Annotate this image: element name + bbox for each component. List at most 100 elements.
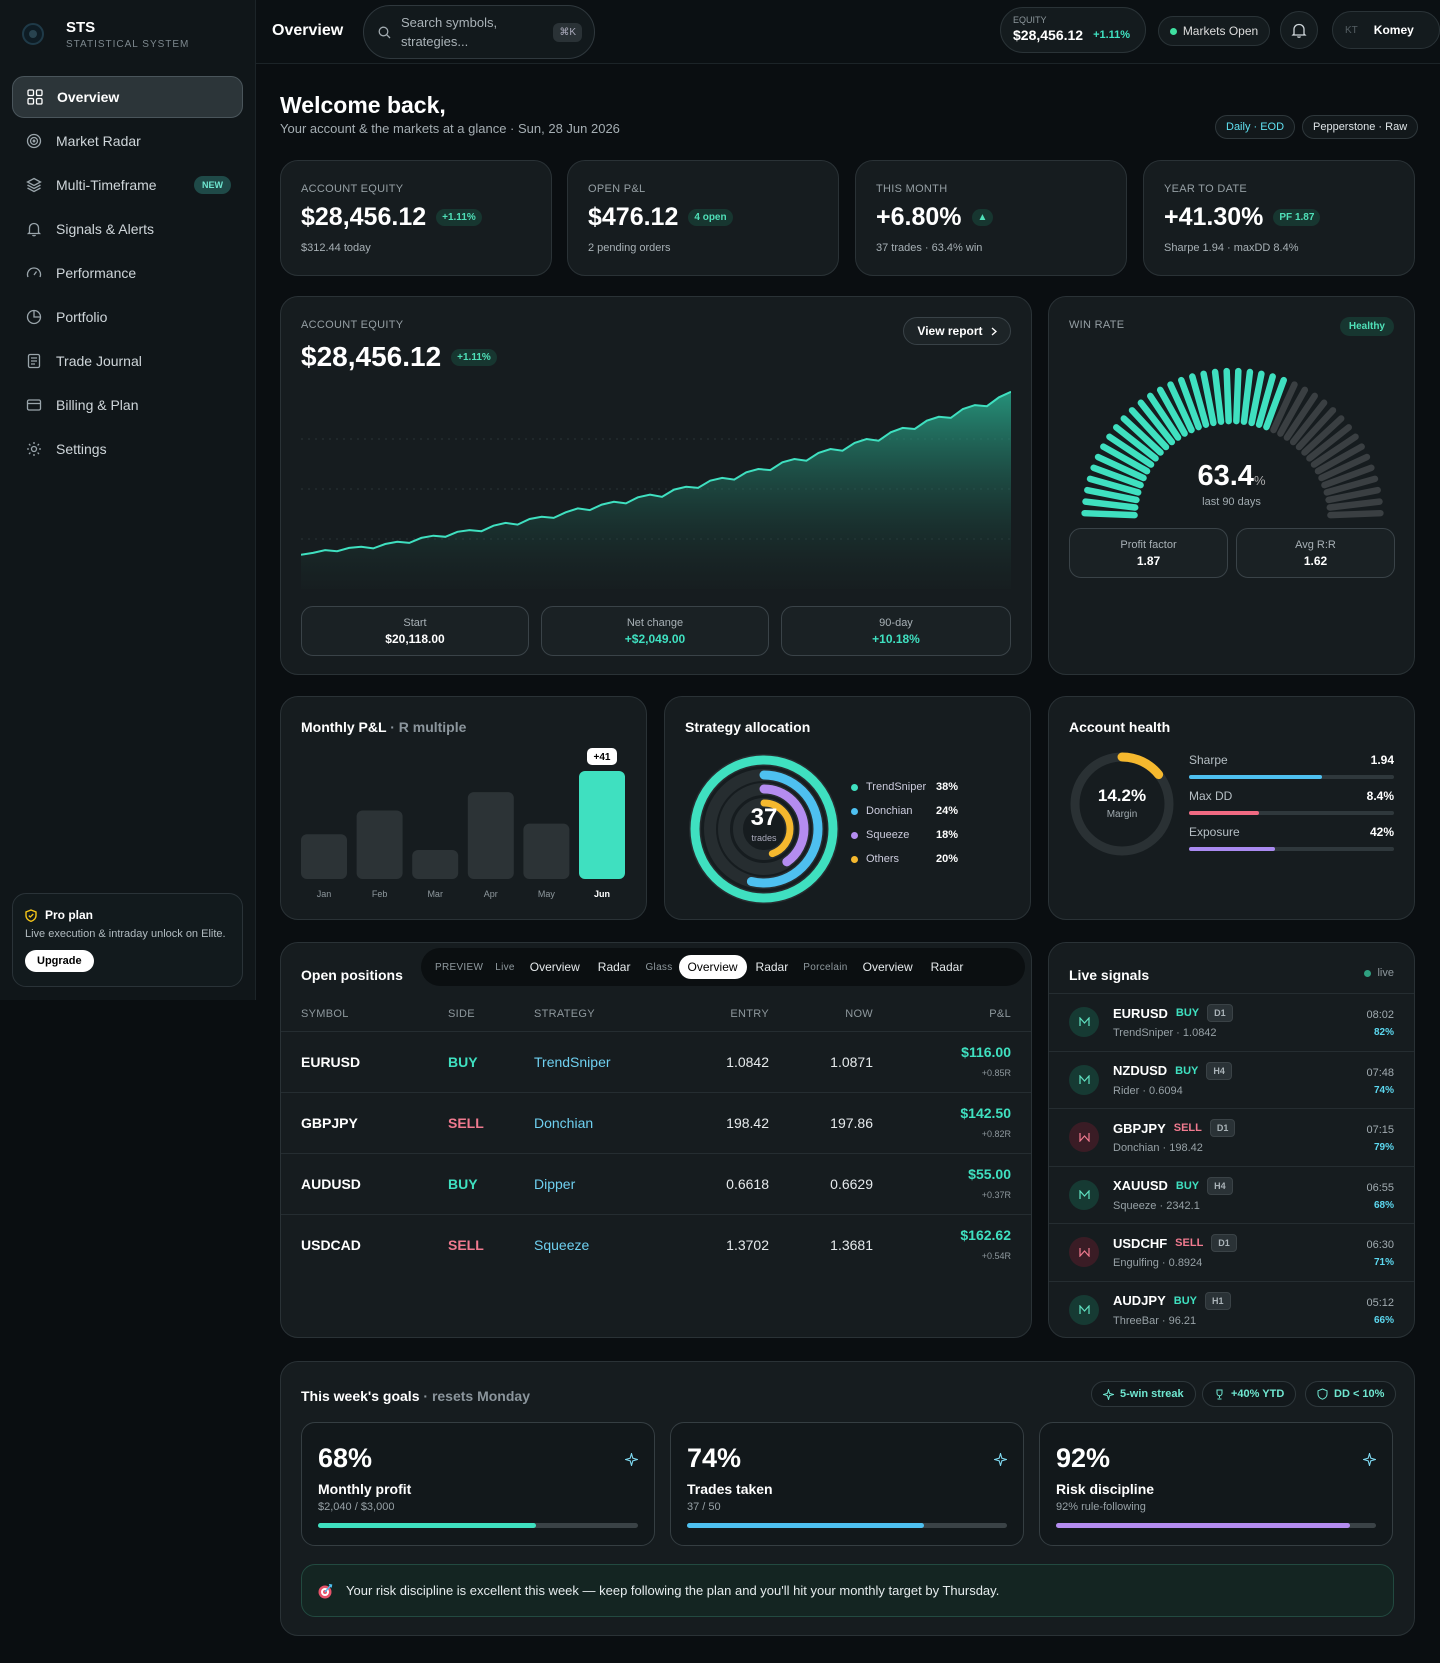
gauge-tick <box>1327 509 1384 519</box>
gauge-tick <box>1167 381 1195 434</box>
position-strategy: Donchian <box>534 1115 594 1131</box>
table-row[interactable]: USDCAD SELL Squeeze 1.3702 1.3681 $162.62 +0.5… <box>281 1214 1031 1274</box>
gauge-tick <box>1106 433 1155 468</box>
equity-pill-change: +1.11% <box>1093 29 1131 41</box>
tab-overview[interactable]: Overview <box>678 955 747 979</box>
equity-chart <box>301 390 1011 589</box>
account-health-card: Account health 14.2% Margin Sharpe 1.94 Ma… <box>1048 696 1415 920</box>
sidebar-item-signals-alerts[interactable]: Signals & Alerts <box>12 208 243 250</box>
equity-line <box>301 390 1011 556</box>
sidebar-item-market-radar[interactable]: Market Radar <box>12 120 243 162</box>
allocation-legend: TrendSniper 38% Donchian 24% Squeeze 18% Other… <box>851 775 958 871</box>
tab-overview[interactable]: Overview <box>529 960 580 974</box>
table-row[interactable]: AUDUSD BUY Dipper 0.6618 0.6629 $55.00 +0.37R <box>281 1153 1031 1213</box>
gauge-tick <box>1156 386 1188 437</box>
signal-side: BUY <box>1175 1064 1199 1077</box>
signal-detail: TrendSniper · 1.0842 <box>1113 1027 1217 1039</box>
coach-tip-text: Your risk discipline is excellent this w… <box>346 1583 1000 1598</box>
notifications-button[interactable] <box>1280 11 1318 49</box>
goal-title: Trades taken <box>687 1481 773 1497</box>
stat-subtext: Sharpe 1.94 · maxDD 8.4% <box>1164 242 1299 254</box>
list-item[interactable]: AUDJPY BUY H1 ThreeBar · 96.21 05:12 66% <box>1049 1280 1414 1338</box>
legend-swatch-icon <box>851 783 858 791</box>
goal-subtext: $2,040 / $3,000 <box>318 1501 395 1513</box>
gauge-tick <box>1323 475 1379 496</box>
gauge-tick <box>1318 453 1371 482</box>
equity-pill-label: EQUITY <box>1013 15 1047 25</box>
timeframe-tag[interactable]: Daily · EOD <box>1215 115 1296 139</box>
highlight-callout-label: +41 <box>594 752 611 763</box>
drawdown-badge[interactable]: DD < 10% <box>1305 1381 1397 1407</box>
legend-name: TrendSniper <box>866 781 927 793</box>
welcome-subtitle: Your account & the markets at a glance ·… <box>280 121 620 136</box>
live-status-label: live <box>1377 967 1394 979</box>
signal-time: 08:02 <box>1366 1009 1394 1021</box>
signal-timeframe: H4 <box>1207 1176 1233 1195</box>
goal-percent: 92% <box>1056 1443 1111 1473</box>
position-r-multiple: +0.85R <box>981 1068 1011 1078</box>
table-row[interactable]: GBPJPY SELL Donchian 198.42 197.86 $142.50 +0.… <box>281 1092 1031 1152</box>
tab-radar[interactable]: Radar <box>597 960 631 974</box>
table-row[interactable]: EURUSD BUY TrendSniper 1.0842 1.0871 $116.00 +… <box>281 1031 1031 1091</box>
signal-confidence: 74% <box>1373 1084 1394 1096</box>
health-metric-label: Exposure <box>1189 825 1240 839</box>
sidebar-item-performance[interactable]: Performance <box>12 252 243 294</box>
signal-symbol-row: AUDJPY BUY H1 <box>1113 1291 1231 1310</box>
sidebar-item-trade-journal[interactable]: Trade Journal <box>12 340 243 382</box>
list-item[interactable]: EURUSD BUY D1 TrendSniper · 1.0842 08:02 82% <box>1049 993 1414 1050</box>
list-item[interactable]: GBPJPY SELL D1 Donchian · 198.42 07:15 79% <box>1049 1108 1414 1165</box>
upgrade-button[interactable]: Upgrade <box>25 950 94 972</box>
goal-progress-fill <box>1056 1523 1351 1528</box>
col-now: NOW <box>845 1008 873 1020</box>
sidebar-nav: Overview Market Radar Multi-Timeframe NEW Si… <box>12 76 243 472</box>
stat-card: YEAR TO DATE +41.30% PF 1.87 Sharpe 1.94 · … <box>1143 160 1415 276</box>
col-side: SIDE <box>448 1008 475 1020</box>
signal-detail: Rider · 0.6094 <box>1113 1084 1183 1097</box>
list-item[interactable]: XAUUSD BUY H4 Squeeze · 2342.1 06:55 68% <box>1049 1165 1414 1223</box>
broker-tag[interactable]: Pepperstone · Raw <box>1302 115 1419 139</box>
gauge-tick <box>1211 368 1225 425</box>
bar-mar <box>412 850 459 879</box>
gauge-tick <box>1113 424 1159 462</box>
trend-up-icon <box>1069 1007 1099 1037</box>
sidebar-item-settings[interactable]: Settings <box>12 428 243 470</box>
list-item[interactable]: USDCHF SELL D1 Engulfing · 0.8924 06:30 71% <box>1049 1223 1414 1280</box>
position-side: SELL <box>448 1237 484 1253</box>
live-status: live <box>1364 967 1394 979</box>
tab-radar[interactable]: Radar <box>930 960 964 974</box>
position-r-multiple: +0.54R <box>981 1251 1011 1261</box>
user-menu[interactable]: KT Komey <box>1332 11 1440 49</box>
win-rate-period: last 90 days <box>1202 496 1261 508</box>
monthly-pnl-title: Monthly P&L <box>301 719 387 735</box>
list-item[interactable]: NZDUSD BUY H4 Rider · 0.6094 07:48 74% <box>1049 1050 1414 1108</box>
ring-others <box>734 799 794 859</box>
market-status-pill[interactable]: Markets Open <box>1158 16 1270 46</box>
sidebar-item-label: Market Radar <box>56 133 141 149</box>
start-value: $20,118.00 <box>385 632 445 646</box>
sidebar-item-portfolio[interactable]: Portfolio <box>12 296 243 338</box>
search-placeholder: Search symbols, strategies... <box>401 15 498 49</box>
tab-overview[interactable]: Overview <box>862 960 913 974</box>
signal-timeframe: H1 <box>1204 1291 1231 1310</box>
gauge-tick <box>1263 376 1287 431</box>
gauge-tick <box>1223 367 1232 425</box>
sidebar-item-billing-plan[interactable]: Billing & Plan <box>12 384 243 426</box>
equity-pill[interactable]: EQUITY $28,456.12 +1.11% <box>1000 7 1146 53</box>
sidebar-item-overview[interactable]: Overview <box>12 76 243 118</box>
streak-badge[interactable]: 5-win streak <box>1091 1381 1196 1407</box>
signal-time: 07:15 <box>1366 1124 1394 1136</box>
tab-glass: Glass <box>645 961 673 973</box>
position-entry: 198.42 <box>726 1115 769 1131</box>
brand-name: STS <box>66 18 96 36</box>
trend-up-icon <box>1069 1064 1099 1095</box>
highlight-callout <box>587 748 617 765</box>
view-report-button[interactable]: View report <box>903 317 1011 345</box>
pro-plan-heading: Pro plan <box>25 908 230 922</box>
bar-may <box>523 823 570 879</box>
ytd-badge[interactable]: +40% YTD <box>1202 1381 1297 1407</box>
search-input[interactable]: Search symbols, strategies... ⌘K <box>363 5 595 59</box>
sidebar: STS STATISTICAL SYSTEM Overview Market Ra… <box>0 0 256 1000</box>
shield-icon <box>25 908 37 922</box>
sidebar-item-multi-timeframe[interactable]: Multi-Timeframe NEW <box>12 164 243 206</box>
tab-radar[interactable]: Radar <box>755 960 789 974</box>
